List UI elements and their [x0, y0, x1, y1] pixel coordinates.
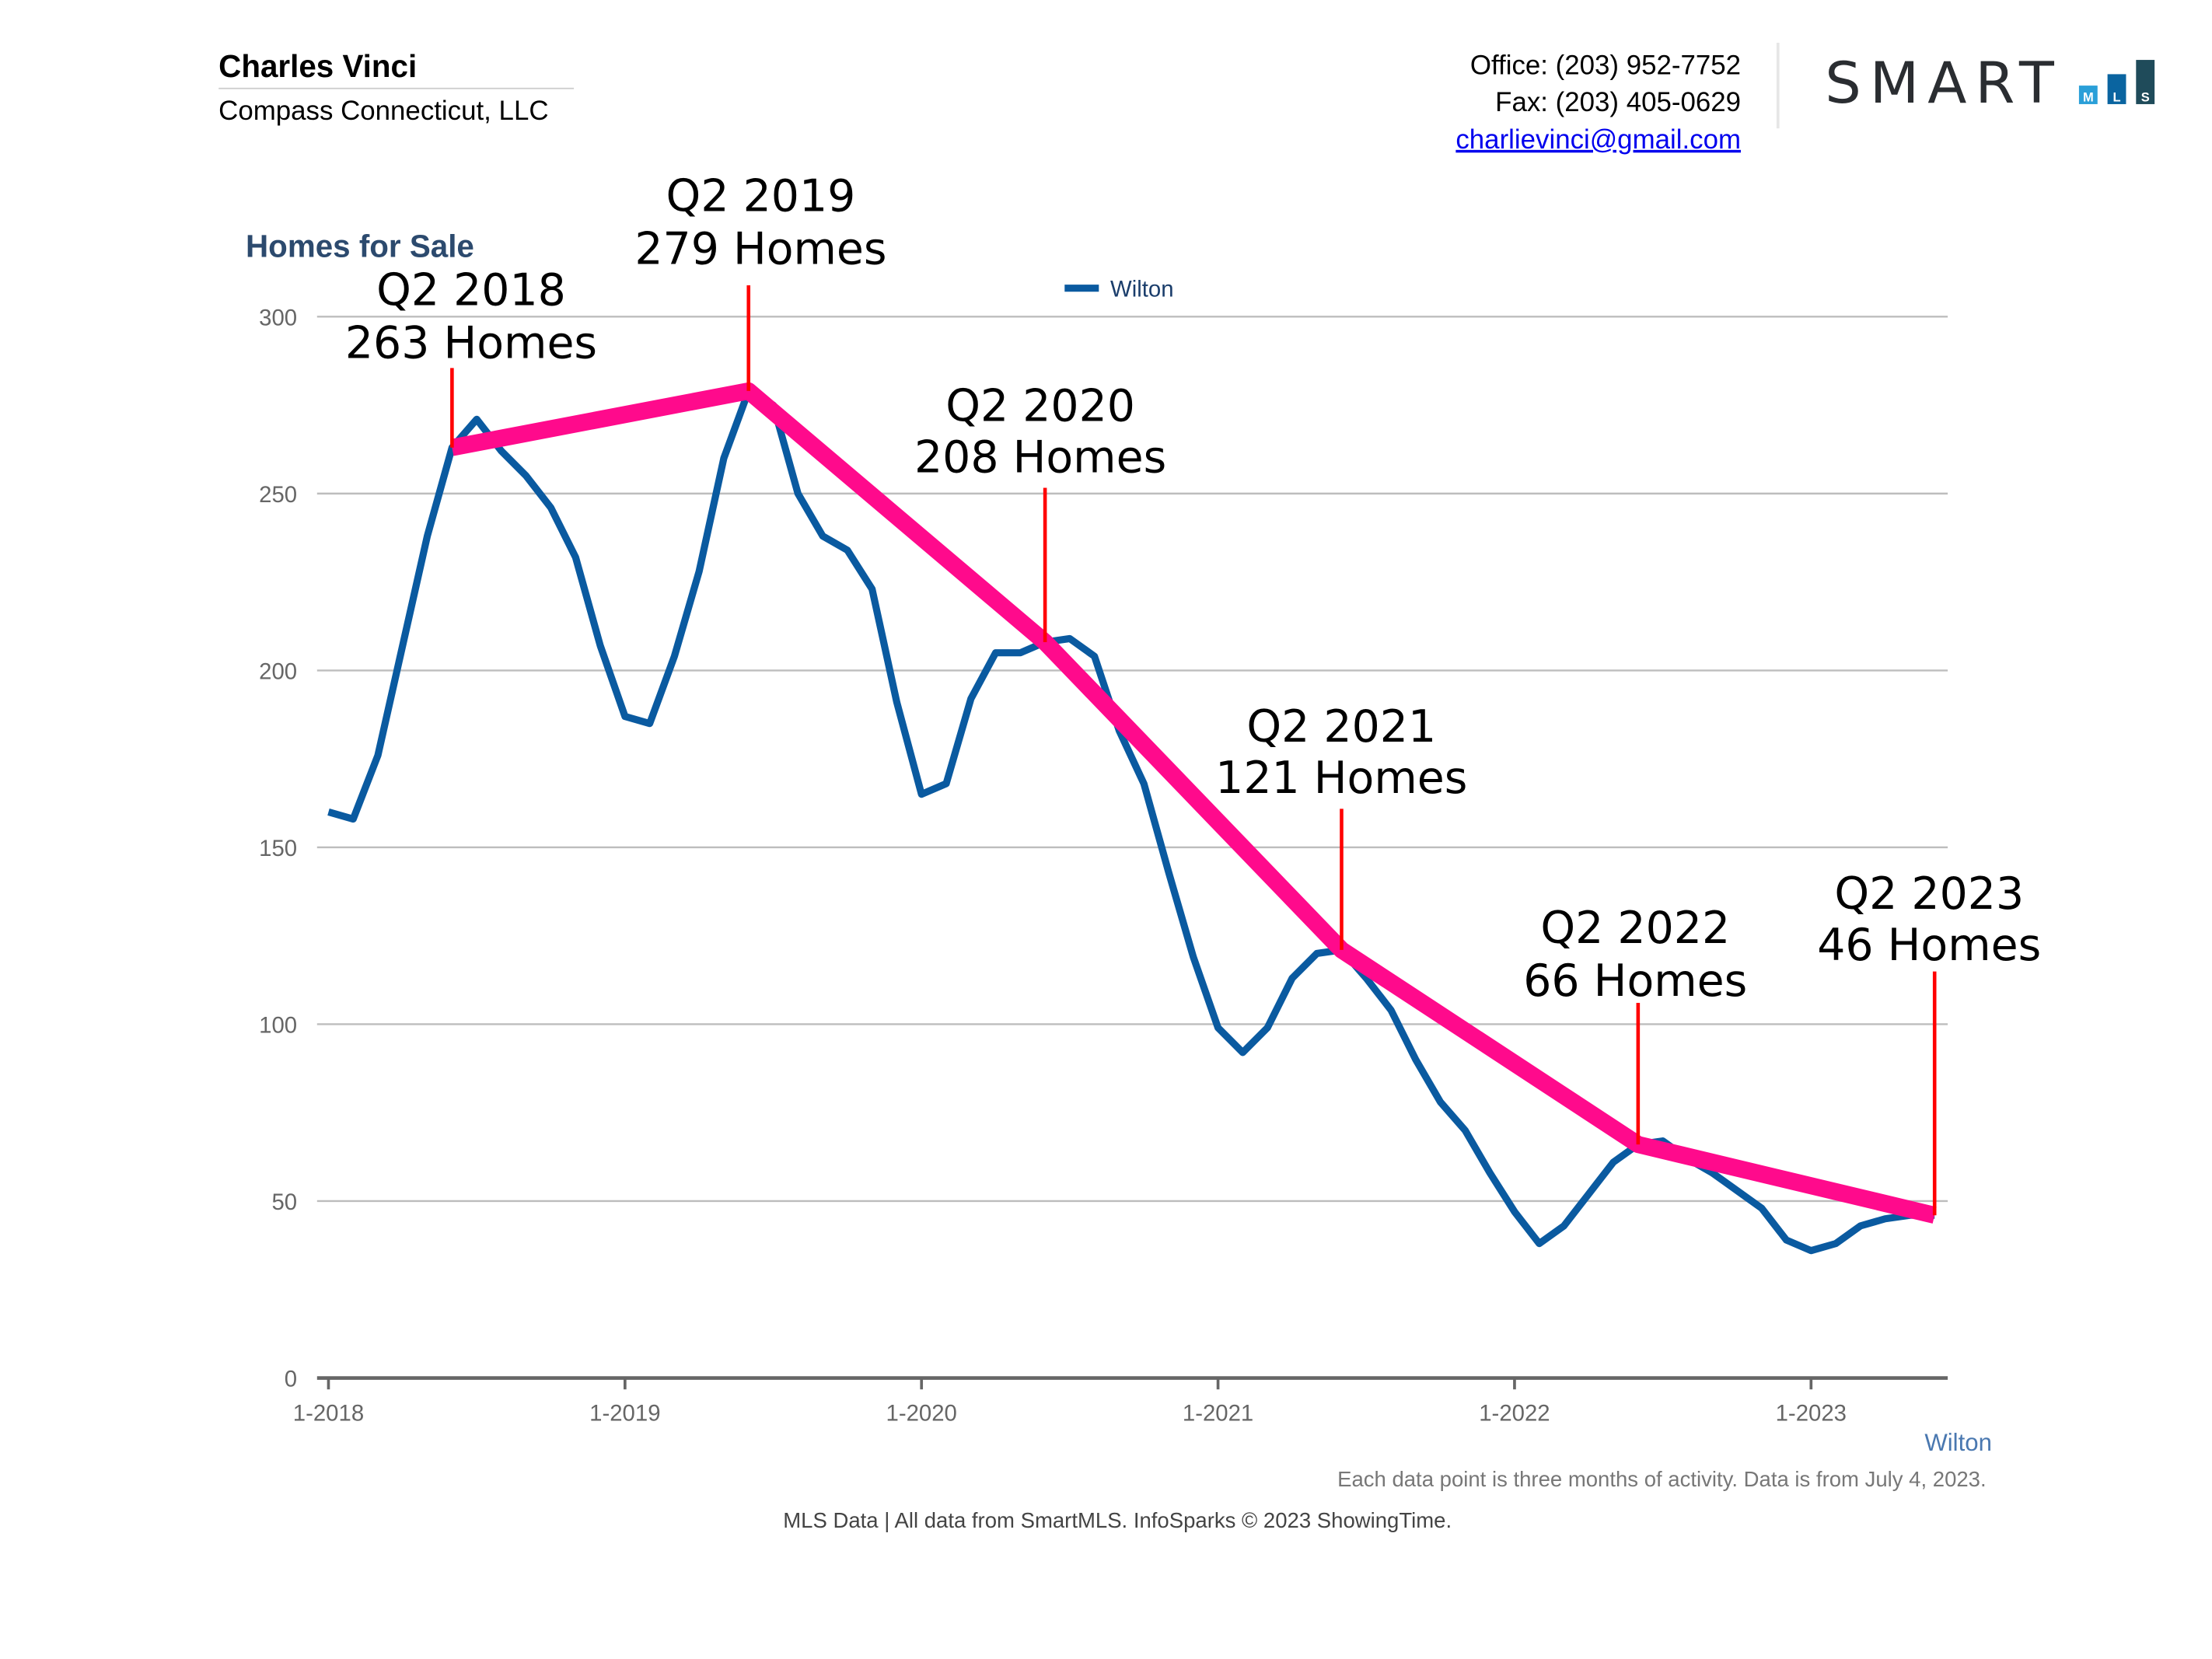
logo-bar-s	[2136, 60, 2155, 104]
callout-quarter: Q2 2020	[945, 380, 1135, 431]
legend: Wilton	[1064, 277, 1174, 302]
x-tick-label: 1-2020	[886, 1401, 957, 1427]
logo-bar-l	[2107, 74, 2126, 104]
logo-bar-letter: L	[2112, 90, 2120, 104]
agent-name: Charles Vinci	[218, 48, 417, 84]
y-tick-label: 50	[271, 1189, 297, 1215]
y-tick-label: 300	[259, 305, 297, 330]
x-tick-label: 1-2019	[589, 1401, 660, 1427]
callout-value: 263 Homes	[345, 318, 597, 369]
callout-quarter: Q2 2023	[1834, 868, 2024, 920]
y-tick-label: 100	[259, 1012, 297, 1038]
smartmls-logo: SMART M L S	[1825, 51, 2155, 117]
series-label: Wilton	[1924, 1429, 1992, 1456]
callout-value: 46 Homes	[1817, 920, 2041, 971]
x-tick-label: 1-2023	[1776, 1401, 1847, 1427]
fax-number: Fax: (203) 405-0629	[1495, 87, 1741, 117]
y-tick-label: 200	[259, 658, 297, 684]
series-line-wilton	[327, 387, 1935, 1255]
homes-for-sale-chart: Homes for Sale 0 50 100 150 200 250 300 1-2018 1…	[246, 171, 2041, 1491]
callout-quarter: Q2 2022	[1540, 903, 1730, 954]
callout-quarter: Q2 2021	[1246, 701, 1436, 753]
trend-line	[450, 382, 1937, 1224]
callout-quarter: Q2 2018	[376, 265, 566, 316]
y-tick-label: 0	[285, 1367, 297, 1392]
logo-bar-letter: M	[2083, 90, 2094, 104]
logo-bar-letter: S	[2141, 90, 2150, 104]
footnote: Each data point is three months of activ…	[1337, 1467, 1987, 1491]
company-name: Compass Connecticut, LLC	[218, 96, 548, 126]
y-tick-label: 250	[259, 482, 297, 508]
x-tick-label: 1-2021	[1183, 1401, 1253, 1427]
logo-text: SMART	[1825, 51, 2063, 117]
x-tick-label: 1-2018	[293, 1401, 364, 1427]
callout-value: 208 Homes	[914, 431, 1166, 483]
callout-value: 121 Homes	[1215, 753, 1467, 804]
y-axis-title: Homes for Sale	[246, 228, 474, 264]
footer-credit: MLS Data | All data from SmartMLS. InfoS…	[783, 1508, 1452, 1532]
legend-label-wilton: Wilton	[1110, 277, 1174, 302]
callout-value: 279 Homes	[634, 223, 886, 274]
callout-value: 66 Homes	[1523, 955, 1747, 1007]
office-phone: Office: (203) 952-7752	[1470, 50, 1741, 80]
x-tick-label: 1-2022	[1479, 1401, 1550, 1427]
email-link[interactable]: charlievinci@gmail.com	[1455, 124, 1741, 155]
callout-quarter: Q2 2019	[666, 171, 856, 222]
logo-bar-m	[2078, 86, 2098, 104]
y-tick-label: 150	[259, 836, 297, 861]
